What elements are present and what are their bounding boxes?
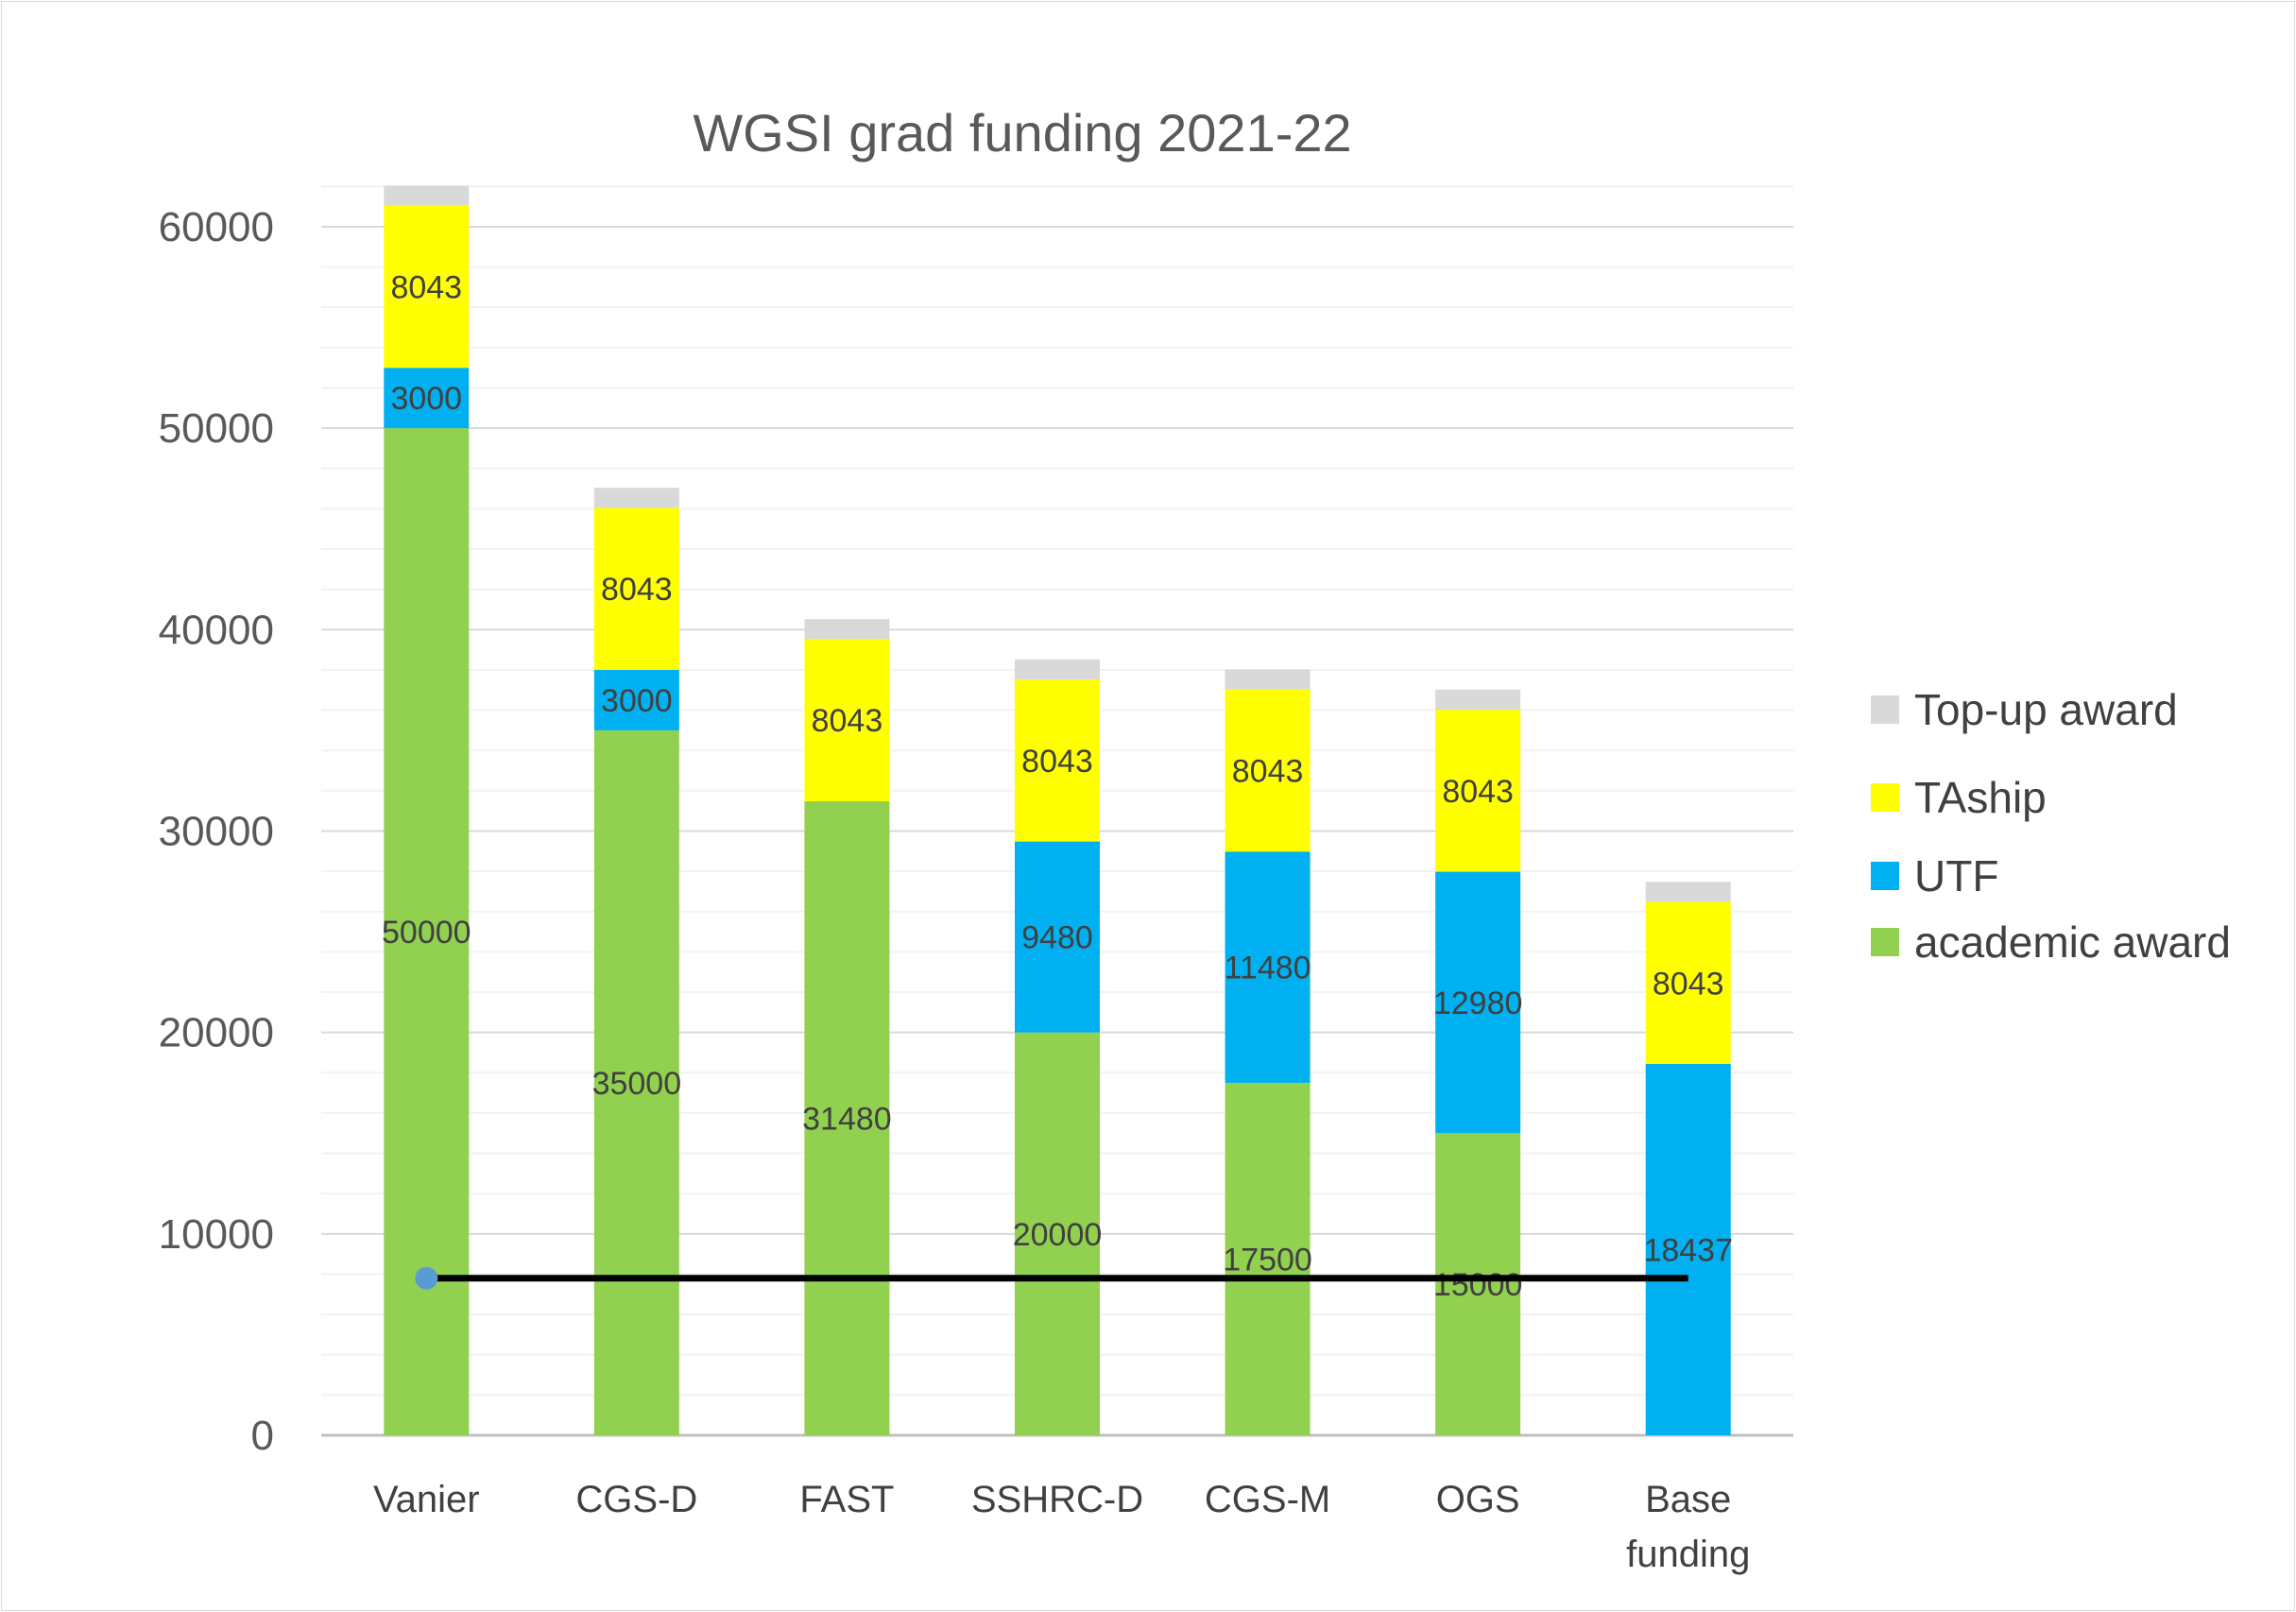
data-label: 50000 [382,915,471,951]
data-label: 8043 [812,703,883,739]
y-tick-label: 0 [251,1413,274,1459]
legend-label: academic award [1914,917,2231,967]
category-label: CGS-D [575,1479,697,1520]
bar-segment [1645,882,1731,902]
legend-swatch [1871,783,1899,812]
legend-label: Top-up award [1914,685,2178,734]
bar-segment [1225,1082,1311,1435]
category-label: Vanier [373,1479,480,1520]
bar-segment [804,639,890,801]
data-label: 17500 [1223,1242,1312,1278]
data-label: 20000 [1013,1217,1103,1253]
data-label: 8043 [390,269,462,305]
bar-segment [1645,1063,1731,1435]
reference-line-group [415,1266,1688,1290]
y-tick-label: 20000 [159,1010,274,1056]
bar-segment [593,507,679,670]
y-tick-label: 30000 [159,809,274,855]
bar-segment [1015,841,1100,1033]
data-label: 3000 [390,381,462,417]
data-label: 8043 [1232,754,1304,790]
bar-segment [804,619,890,640]
data-label: 31480 [802,1101,892,1137]
bar-segment [1015,679,1100,842]
legend-label: TAship [1914,773,2047,822]
chart-title: WGSI grad funding 2021-22 [693,103,1351,163]
bar-segment [1015,659,1100,680]
data-label: 8043 [1021,744,1093,780]
bar-segment [1225,669,1311,690]
y-tick-label: 40000 [159,607,274,653]
category-label: CGS-M [1205,1479,1330,1520]
legend-swatch [1871,695,1899,724]
y-tick-label: 50000 [159,405,274,452]
data-label: 8043 [1442,774,1514,810]
y-tick-label: 60000 [159,204,274,250]
bar-segment [593,488,679,508]
category-label: FAST [799,1479,894,1520]
bar-segment [1435,871,1521,1134]
data-label: 12980 [1433,986,1523,1021]
data-labels: 50000 3000 8043 35000 3000 8043 31480 8043 20000… [382,269,1733,1303]
bar-segment [1645,901,1731,1064]
data-label: 35000 [592,1066,682,1102]
data-label: 8043 [1653,966,1724,1002]
bar-segment [1435,689,1521,711]
legend-swatch [1871,928,1899,956]
category-label: funding [1626,1534,1750,1575]
bar-segment [593,729,679,1435]
bar-segment [384,185,470,206]
category-label: SSHRC-D [971,1479,1143,1520]
legend-swatch [1871,862,1899,890]
bar-segment [1225,689,1311,852]
data-label: 9480 [1021,920,1093,956]
category-label: Base [1645,1479,1731,1520]
bar-segment [1435,710,1521,872]
legend-label: UTF [1914,851,1998,900]
bar-segment [1435,1133,1521,1435]
reference-line-marker [415,1266,438,1290]
data-label: 18437 [1643,1232,1733,1268]
legend: Top-up award TAship UTF academic award [1871,685,2231,967]
bar-segment [384,205,470,369]
bar-segment [384,368,470,429]
y-axis: 0 10000 20000 30000 40000 50000 60000 [159,204,274,1459]
category-label: OGS [1436,1479,1520,1520]
data-label: 11480 [1225,951,1311,986]
data-label: 3000 [601,683,673,719]
bar-segment [1225,851,1311,1083]
bar-segment [593,669,679,730]
data-label: 15000 [1433,1267,1523,1303]
bar-segment [804,800,890,1435]
data-label: 8043 [601,572,673,608]
bar-stacks [384,185,1731,1436]
y-tick-label: 10000 [159,1211,274,1258]
x-axis: Vanier CGS-D FAST SSHRC-D CGS-M OGS Base fundin… [373,1479,1750,1575]
bar-segment [1015,1032,1100,1435]
